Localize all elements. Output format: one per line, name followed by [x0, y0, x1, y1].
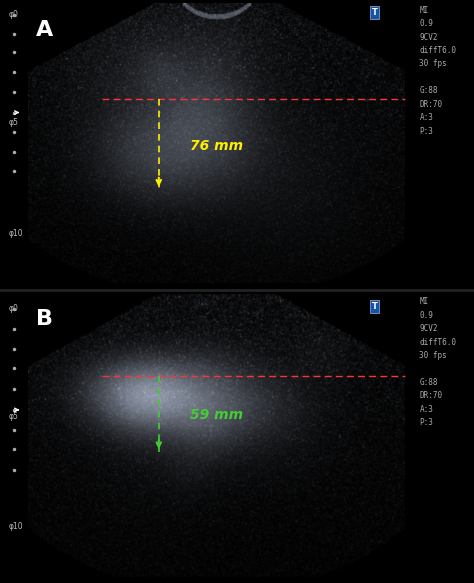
Text: G:88: G:88	[419, 378, 438, 387]
Text: 0.9: 0.9	[419, 311, 433, 319]
Text: T: T	[372, 302, 377, 311]
Text: B: B	[36, 309, 53, 329]
Text: 9CV2: 9CV2	[419, 324, 438, 333]
Text: DR:70: DR:70	[419, 100, 443, 108]
Text: A:3: A:3	[419, 405, 433, 413]
Text: φ0: φ0	[9, 10, 18, 19]
Text: P:3: P:3	[419, 127, 433, 135]
Text: MI: MI	[419, 6, 429, 15]
Text: φ5: φ5	[9, 412, 18, 422]
Text: 30 fps: 30 fps	[419, 59, 447, 68]
Text: P:3: P:3	[419, 418, 433, 427]
Text: DR:70: DR:70	[419, 391, 443, 400]
Text: A:3: A:3	[419, 113, 433, 122]
Text: φ5: φ5	[9, 118, 18, 127]
Text: diffT6.0: diffT6.0	[419, 46, 456, 55]
Text: A: A	[36, 20, 53, 40]
Text: φ10: φ10	[9, 229, 23, 238]
Text: 9CV2: 9CV2	[419, 33, 438, 41]
Text: G:88: G:88	[419, 86, 438, 95]
Text: T: T	[372, 8, 377, 17]
Text: 76 mm: 76 mm	[190, 139, 243, 153]
Text: 0.9: 0.9	[419, 19, 433, 28]
Text: φ10: φ10	[9, 522, 23, 531]
Text: diffT6.0: diffT6.0	[419, 338, 456, 346]
Text: MI: MI	[419, 297, 429, 306]
Text: 30 fps: 30 fps	[419, 351, 447, 360]
Text: φ0: φ0	[9, 304, 18, 314]
Text: 59 mm: 59 mm	[190, 408, 243, 422]
